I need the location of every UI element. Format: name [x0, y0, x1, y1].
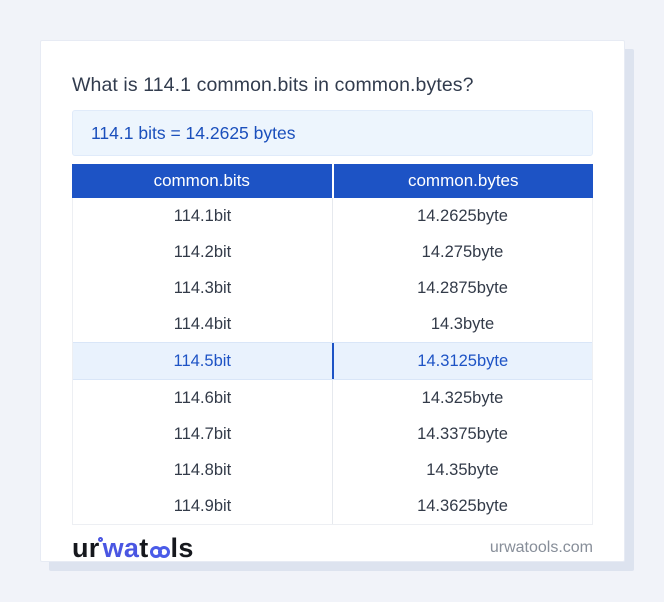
table-row[interactable]: 114.8bit 14.35byte	[73, 452, 592, 488]
conversion-card: What is 114.1 common.bits in common.byte…	[40, 40, 625, 562]
logo-circle-right-icon	[157, 545, 170, 558]
table-row[interactable]: 114.3bit 14.2875byte	[73, 270, 592, 306]
conversion-result-text: 114.1 bits = 14.2625 bytes	[91, 122, 296, 143]
cell-bytes: 14.3375byte	[417, 424, 508, 443]
urwatools-logo: ur wa t oo ls	[72, 532, 194, 563]
site-domain: urwatools.com	[489, 539, 593, 556]
table-row[interactable]: 114.2bit 14.275byte	[73, 234, 592, 270]
cell-bits: 114.5bit	[73, 343, 334, 379]
column-header-bits: common.bits	[72, 164, 334, 198]
cell-bytes: 14.3byte	[430, 314, 495, 333]
cell-bytes: 14.2875byte	[417, 278, 508, 297]
logo-text-ur: ur	[72, 532, 100, 563]
logo-text-t: t	[139, 532, 149, 563]
page-title: What is 114.1 common.bits in common.byte…	[72, 74, 474, 96]
cell-bytes: 14.3125byte	[417, 351, 509, 370]
conversion-table: common.bits common.bytes 114.1bit 14.262…	[72, 164, 593, 525]
logo-ring-icon	[97, 537, 103, 542]
table-row[interactable]: 114.9bit 14.3625byte	[73, 488, 592, 524]
conversion-result-box: 114.1 bits = 14.2625 bytes	[72, 110, 593, 156]
table-row[interactable]: 114.1bit 14.2625byte	[73, 198, 592, 234]
table-row[interactable]: 114.4bit 14.3byte	[73, 306, 592, 342]
table-row[interactable]: 114.5bit 14.3125byte	[73, 342, 592, 380]
cell-bytes: 14.3625byte	[417, 496, 508, 515]
logo-text-wa: wa	[102, 532, 140, 563]
cell-bits: 114.2bit	[73, 234, 333, 270]
cell-bytes: 14.35byte	[426, 460, 499, 479]
logo-linked-oo-icon: oo	[149, 545, 170, 558]
cell-bytes: 14.325byte	[421, 388, 504, 407]
cell-bits: 114.7bit	[73, 416, 333, 452]
cell-bits: 114.6bit	[73, 380, 333, 416]
cell-bits: 114.1bit	[73, 198, 333, 234]
cell-bytes: 14.275byte	[421, 242, 504, 261]
logo-text-ls: ls	[170, 532, 194, 563]
cell-bytes: 14.2625byte	[417, 206, 508, 225]
table-header-row: common.bits common.bytes	[72, 164, 593, 198]
card-footer: ur wa t oo ls urwatools.com	[72, 530, 593, 566]
table-body: 114.1bit 14.2625byte 114.2bit 14.275byte…	[72, 198, 593, 525]
cell-bits: 114.8bit	[73, 452, 333, 488]
table-row[interactable]: 114.6bit 14.325byte	[73, 380, 592, 416]
table-row[interactable]: 114.7bit 14.3375byte	[73, 416, 592, 452]
column-header-bytes: common.bytes	[407, 171, 519, 190]
cell-bits: 114.4bit	[73, 306, 333, 342]
cell-bits: 114.9bit	[73, 488, 333, 524]
cell-bits: 114.3bit	[73, 270, 333, 306]
